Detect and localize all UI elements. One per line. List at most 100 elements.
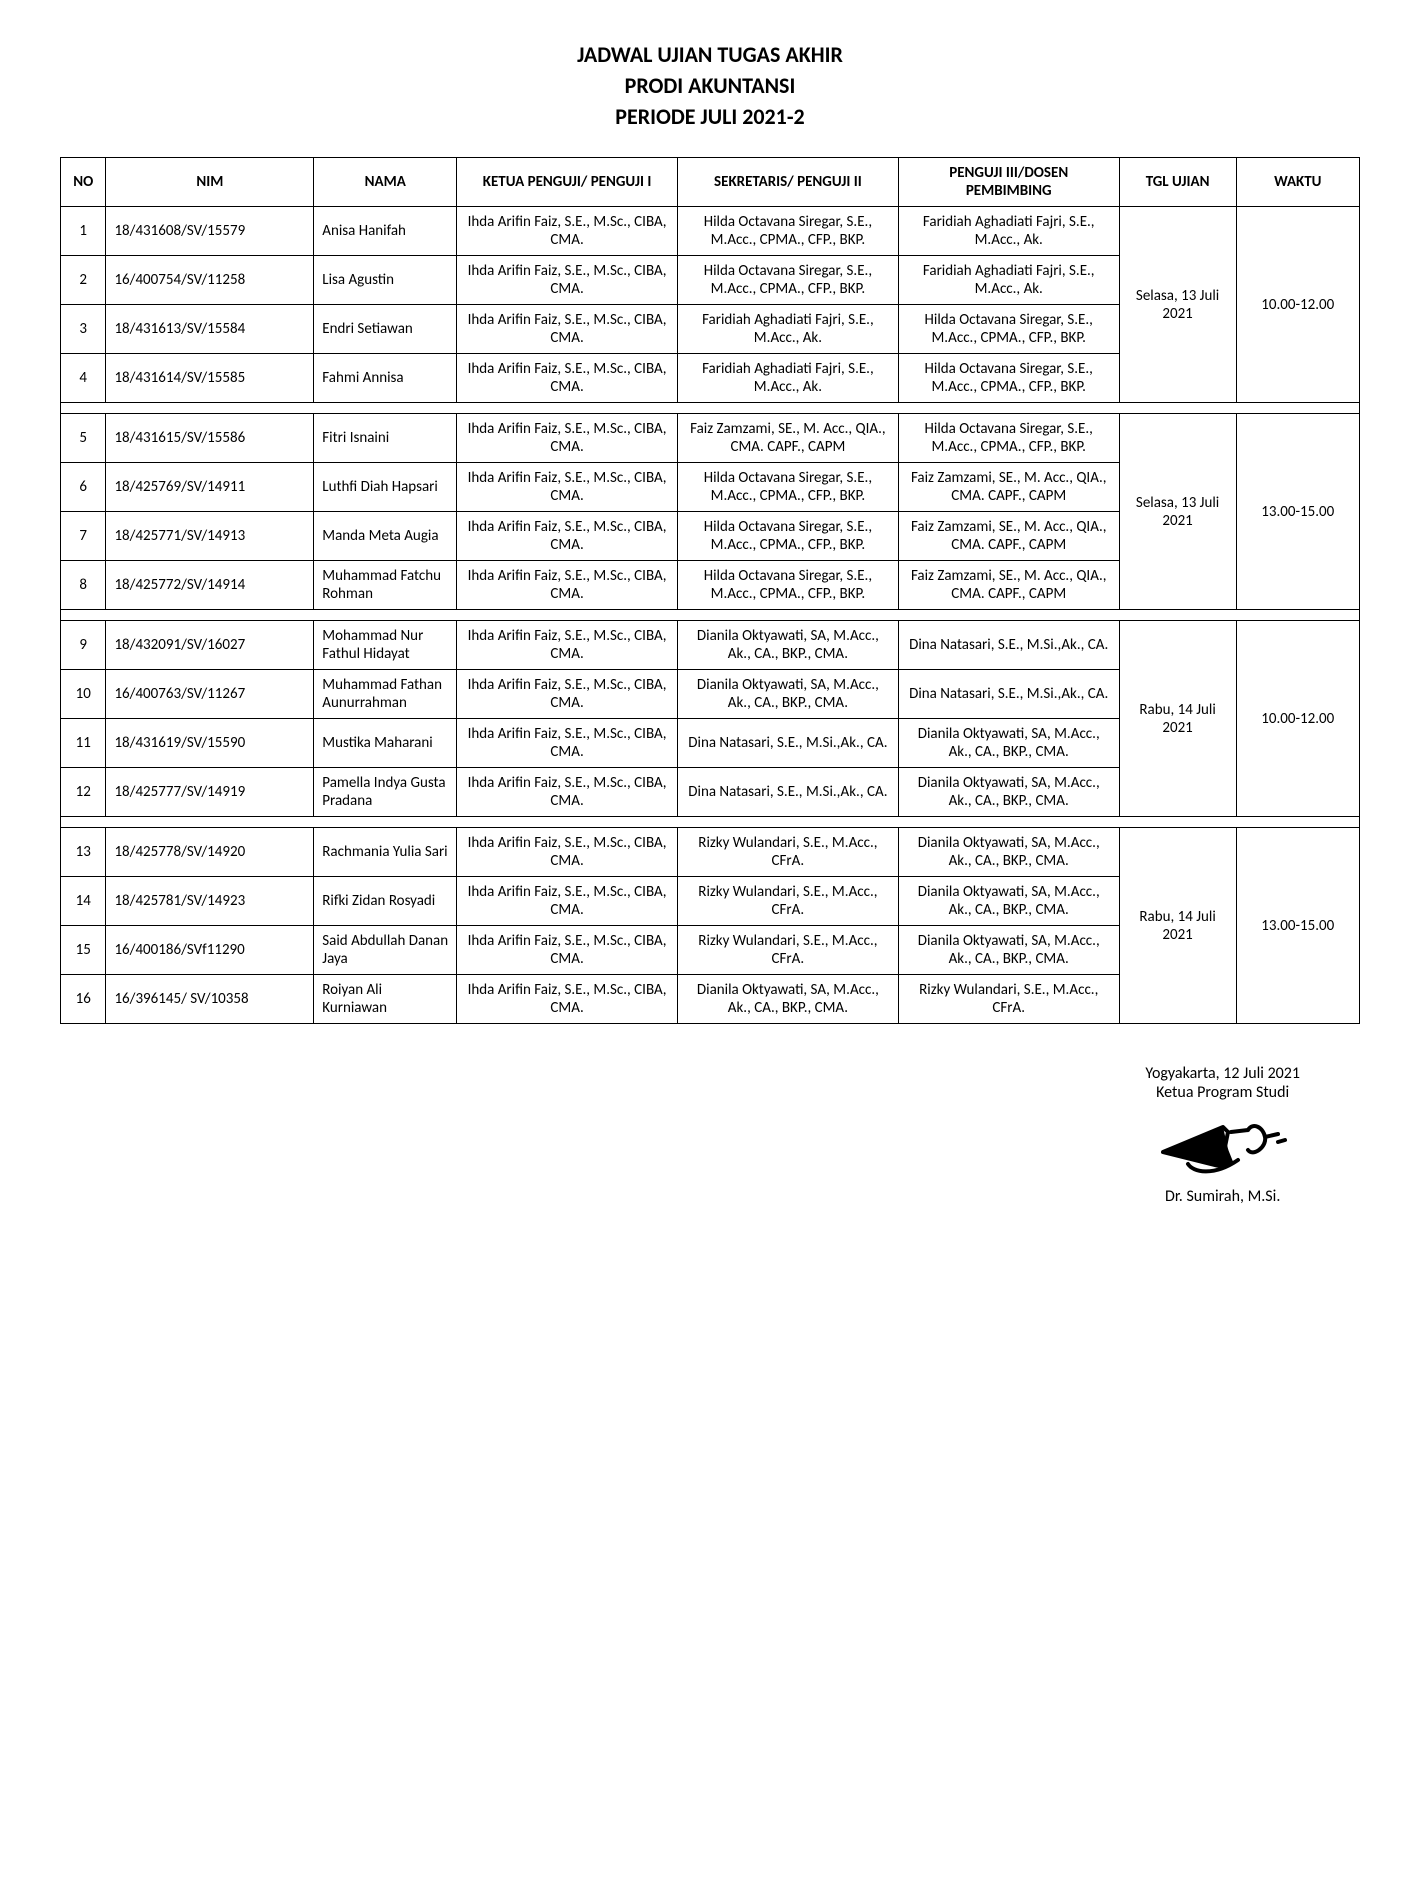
cell-nama: Mustika Maharani	[314, 719, 457, 768]
cell-no: 10	[61, 670, 106, 719]
cell-no: 6	[61, 463, 106, 512]
cell-penguji2: Dianila Oktyawati, SA, M.Acc., Ak., CA.,…	[677, 975, 898, 1024]
col-header: PENGUJI III/DOSEN PEMBIMBING	[898, 158, 1119, 207]
cell-penguji1: Ihda Arifin Faiz, S.E., M.Sc., CIBA, CMA…	[457, 305, 678, 354]
cell-penguji1: Ihda Arifin Faiz, S.E., M.Sc., CIBA, CMA…	[457, 354, 678, 403]
cell-penguji3: Hilda Octavana Siregar, S.E., M.Acc., CP…	[898, 354, 1119, 403]
cell-no: 16	[61, 975, 106, 1024]
cell-penguji3: Hilda Octavana Siregar, S.E., M.Acc., CP…	[898, 305, 1119, 354]
cell-tgl: Selasa, 13 Juli 2021	[1119, 414, 1236, 610]
cell-penguji3: Faiz Zamzami, SE., M. Acc., QIA., CMA. C…	[898, 561, 1119, 610]
cell-penguji2: Faiz Zamzami, SE., M. Acc., QIA., CMA. C…	[677, 414, 898, 463]
group-spacer	[61, 817, 1360, 828]
cell-nim: 18/425778/SV/14920	[106, 828, 314, 877]
cell-nama: Roiyan Ali Kurniawan	[314, 975, 457, 1024]
cell-penguji3: Dianila Oktyawati, SA, M.Acc., Ak., CA.,…	[898, 926, 1119, 975]
cell-penguji3: Dianila Oktyawati, SA, M.Acc., Ak., CA.,…	[898, 768, 1119, 817]
signature-block: Yogyakarta, 12 Juli 2021 Ketua Program S…	[1145, 1064, 1300, 1206]
cell-nama: Luthfi Diah Hapsari	[314, 463, 457, 512]
cell-nama: Fahmi Annisa	[314, 354, 457, 403]
cell-no: 9	[61, 621, 106, 670]
cell-penguji2: Dianila Oktyawati, SA, M.Acc., Ak., CA.,…	[677, 621, 898, 670]
cell-nama: Fitri Isnaini	[314, 414, 457, 463]
col-header: TGL UJIAN	[1119, 158, 1236, 207]
cell-no: 14	[61, 877, 106, 926]
cell-no: 7	[61, 512, 106, 561]
cell-penguji1: Ihda Arifin Faiz, S.E., M.Sc., CIBA, CMA…	[457, 975, 678, 1024]
cell-penguji3: Faiz Zamzami, SE., M. Acc., QIA., CMA. C…	[898, 463, 1119, 512]
cell-no: 5	[61, 414, 106, 463]
cell-penguji1: Ihda Arifin Faiz, S.E., M.Sc., CIBA, CMA…	[457, 463, 678, 512]
cell-penguji1: Ihda Arifin Faiz, S.E., M.Sc., CIBA, CMA…	[457, 256, 678, 305]
cell-penguji3: Dina Natasari, S.E., M.Si.,Ak., CA.	[898, 670, 1119, 719]
cell-penguji1: Ihda Arifin Faiz, S.E., M.Sc., CIBA, CMA…	[457, 768, 678, 817]
cell-no: 4	[61, 354, 106, 403]
cell-nama: Rachmania Yulia Sari	[314, 828, 457, 877]
cell-penguji1: Ihda Arifin Faiz, S.E., M.Sc., CIBA, CMA…	[457, 621, 678, 670]
cell-tgl: Rabu, 14 Juli 2021	[1119, 621, 1236, 817]
cell-nim: 16/400186/SVf11290	[106, 926, 314, 975]
cell-penguji2: Dianila Oktyawati, SA, M.Acc., Ak., CA.,…	[677, 670, 898, 719]
cell-nim: 18/432091/SV/16027	[106, 621, 314, 670]
cell-penguji1: Ihda Arifin Faiz, S.E., M.Sc., CIBA, CMA…	[457, 828, 678, 877]
cell-penguji2: Hilda Octavana Siregar, S.E., M.Acc., CP…	[677, 512, 898, 561]
cell-no: 8	[61, 561, 106, 610]
cell-tgl: Selasa, 13 Juli 2021	[1119, 207, 1236, 403]
cell-penguji1: Ihda Arifin Faiz, S.E., M.Sc., CIBA, CMA…	[457, 719, 678, 768]
cell-nim: 16/396145/ SV/10358	[106, 975, 314, 1024]
cell-penguji1: Ihda Arifin Faiz, S.E., M.Sc., CIBA, CMA…	[457, 414, 678, 463]
table-header-row: NONIMNAMAKETUA PENGUJI/ PENGUJI ISEKRETA…	[61, 158, 1360, 207]
cell-no: 1	[61, 207, 106, 256]
cell-penguji2: Hilda Octavana Siregar, S.E., M.Acc., CP…	[677, 207, 898, 256]
cell-penguji2: Faridiah Aghadiati Fajri, S.E., M.Acc., …	[677, 354, 898, 403]
cell-penguji3: Faiz Zamzami, SE., M. Acc., QIA., CMA. C…	[898, 512, 1119, 561]
cell-no: 2	[61, 256, 106, 305]
cell-penguji2: Rizky Wulandari, S.E., M.Acc., CFrA.	[677, 828, 898, 877]
cell-penguji3: Dianila Oktyawati, SA, M.Acc., Ak., CA.,…	[898, 719, 1119, 768]
cell-no: 12	[61, 768, 106, 817]
signature-icon	[1153, 1112, 1293, 1182]
cell-nama: Rifki Zidan Rosyadi	[314, 877, 457, 926]
cell-nim: 18/425772/SV/14914	[106, 561, 314, 610]
cell-no: 13	[61, 828, 106, 877]
cell-nim: 18/425771/SV/14913	[106, 512, 314, 561]
cell-nim: 18/431614/SV/15585	[106, 354, 314, 403]
group-spacer	[61, 610, 1360, 621]
cell-penguji3: Dianila Oktyawati, SA, M.Acc., Ak., CA.,…	[898, 877, 1119, 926]
table-row: 918/432091/SV/16027Mohammad Nur Fathul H…	[61, 621, 1360, 670]
cell-waktu: 13.00-15.00	[1236, 828, 1359, 1024]
cell-penguji1: Ihda Arifin Faiz, S.E., M.Sc., CIBA, CMA…	[457, 670, 678, 719]
title-line-2: PRODI AKUNTANSI	[60, 71, 1360, 102]
cell-nama: Manda Meta Augia	[314, 512, 457, 561]
col-header: NIM	[106, 158, 314, 207]
cell-nim: 18/425769/SV/14911	[106, 463, 314, 512]
cell-waktu: 13.00-15.00	[1236, 414, 1359, 610]
schedule-table: NONIMNAMAKETUA PENGUJI/ PENGUJI ISEKRETA…	[60, 157, 1360, 1024]
cell-nim: 16/400754/SV/11258	[106, 256, 314, 305]
signature-role: Ketua Program Studi	[1145, 1083, 1300, 1102]
cell-no: 3	[61, 305, 106, 354]
cell-penguji2: Hilda Octavana Siregar, S.E., M.Acc., CP…	[677, 561, 898, 610]
table-row: 1318/425778/SV/14920Rachmania Yulia Sari…	[61, 828, 1360, 877]
cell-no: 11	[61, 719, 106, 768]
cell-nama: Pamella Indya Gusta Pradana	[314, 768, 457, 817]
cell-penguji3: Dianila Oktyawati, SA, M.Acc., Ak., CA.,…	[898, 828, 1119, 877]
table-row: 518/431615/SV/15586Fitri IsnainiIhda Ari…	[61, 414, 1360, 463]
document-title: JADWAL UJIAN TUGAS AKHIR PRODI AKUNTANSI…	[60, 40, 1360, 132]
cell-penguji1: Ihda Arifin Faiz, S.E., M.Sc., CIBA, CMA…	[457, 207, 678, 256]
cell-penguji3: Rizky Wulandari, S.E., M.Acc., CFrA.	[898, 975, 1119, 1024]
table-row: 118/431608/SV/15579Anisa HanifahIhda Ari…	[61, 207, 1360, 256]
cell-nama: Said Abdullah Danan Jaya	[314, 926, 457, 975]
cell-waktu: 10.00-12.00	[1236, 621, 1359, 817]
cell-nama: Muhammad Fatchu Rohman	[314, 561, 457, 610]
title-line-1: JADWAL UJIAN TUGAS AKHIR	[60, 40, 1360, 71]
cell-nim: 18/431619/SV/15590	[106, 719, 314, 768]
cell-nama: Anisa Hanifah	[314, 207, 457, 256]
col-header: SEKRETARIS/ PENGUJI II	[677, 158, 898, 207]
col-header: KETUA PENGUJI/ PENGUJI I	[457, 158, 678, 207]
cell-nim: 18/425781/SV/14923	[106, 877, 314, 926]
cell-tgl: Rabu, 14 Juli 2021	[1119, 828, 1236, 1024]
cell-penguji1: Ihda Arifin Faiz, S.E., M.Sc., CIBA, CMA…	[457, 512, 678, 561]
cell-nim: 18/431608/SV/15579	[106, 207, 314, 256]
cell-penguji2: Hilda Octavana Siregar, S.E., M.Acc., CP…	[677, 256, 898, 305]
